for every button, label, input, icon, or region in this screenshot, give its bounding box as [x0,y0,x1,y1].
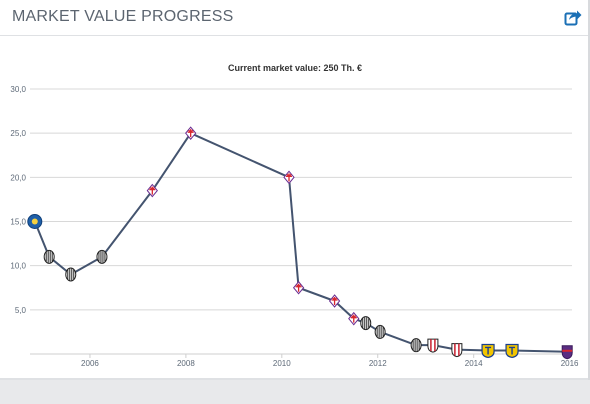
data-point-juventus-crest[interactable] [43,249,55,264]
data-point-fiorentina-crest[interactable] [328,294,341,308]
markers-group [27,126,573,360]
data-point-fiorentina-crest[interactable] [146,183,158,198]
panel-title: MARKET VALUE PROGRESS [12,8,234,25]
x-tick-label: 2014 [465,359,483,368]
share-icon[interactable] [564,8,582,26]
x-tick-label: 2012 [369,359,387,368]
data-point-juventus-crest[interactable] [374,324,386,339]
y-tick-label: 20,0 [10,173,26,182]
data-point-purple-red-crest[interactable] [561,345,573,360]
chart-title: Current market value: 250 Th. € [228,63,362,73]
panel-footer-divider [0,378,588,380]
data-point-red-white-crest[interactable] [427,338,439,353]
data-point-fiorentina-crest[interactable] [283,170,295,185]
x-tick-label: 2016 [561,359,579,368]
data-point-fiorentina-crest[interactable] [292,280,305,295]
data-point-fiorentina-crest[interactable] [348,311,360,326]
series-group [33,132,568,353]
data-point-juventus-crest[interactable] [65,267,77,282]
y-tick-label: 15,0 [10,218,26,227]
x-tick-label: 2008 [177,359,195,368]
y-tick-label: 5,0 [15,306,27,315]
x-tick-label: 2010 [273,359,291,368]
data-point-juventus-crest[interactable] [360,316,372,331]
market-value-chart: Current market value: 250 Th. € 5,0 10,0 1… [10,63,579,368]
data-point-juventus-crest[interactable] [410,338,422,353]
data-point-red-white-crest[interactable] [451,343,463,358]
market-value-panel: MARKET VALUE PROGRESS Current market val… [0,0,590,380]
y-tick-label: 10,0 [10,262,26,271]
panel-header: MARKET VALUE PROGRESS [0,0,588,36]
y-tick-label: 25,0 [10,129,26,138]
data-point-blue-crest-crest[interactable] [27,214,43,229]
data-point-juventus-crest[interactable] [96,249,108,264]
y-tick-label: 30,0 [10,85,26,94]
data-point-fiorentina-crest[interactable] [185,126,197,140]
x-tick-label: 2006 [81,359,99,368]
data-point-yellow-blue-crest[interactable] [481,343,495,359]
data-point-yellow-blue-crest[interactable] [505,343,519,359]
x-axis: 2006 2008 2010 2012 2014 2016 [81,354,579,368]
grid-lines [30,88,572,355]
y-axis: 5,0 10,0 15,0 20,0 25,0 30,0 [10,85,26,315]
market-value-line [33,132,568,353]
